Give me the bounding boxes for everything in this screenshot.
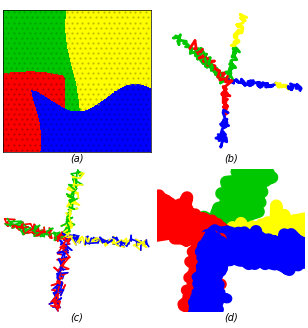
X-axis label: (d): (d) (224, 313, 238, 323)
X-axis label: (a): (a) (70, 154, 84, 164)
X-axis label: (b): (b) (224, 154, 238, 164)
X-axis label: (c): (c) (71, 313, 83, 323)
